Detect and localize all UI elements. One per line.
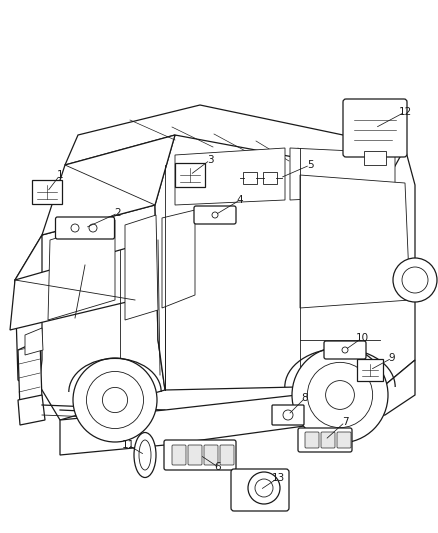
Text: 13: 13 — [272, 473, 285, 483]
Ellipse shape — [134, 432, 156, 478]
FancyBboxPatch shape — [56, 217, 114, 239]
FancyBboxPatch shape — [272, 405, 304, 425]
Polygon shape — [65, 105, 405, 175]
Polygon shape — [175, 148, 285, 205]
FancyBboxPatch shape — [298, 428, 352, 452]
Text: 8: 8 — [302, 393, 308, 403]
Polygon shape — [18, 340, 42, 410]
FancyBboxPatch shape — [357, 359, 383, 381]
FancyBboxPatch shape — [263, 172, 277, 184]
FancyBboxPatch shape — [231, 469, 289, 511]
FancyBboxPatch shape — [321, 432, 335, 448]
FancyBboxPatch shape — [188, 445, 202, 465]
Text: 11: 11 — [121, 440, 134, 450]
Text: 12: 12 — [399, 107, 412, 117]
Text: 2: 2 — [115, 208, 121, 218]
Polygon shape — [18, 395, 45, 425]
FancyBboxPatch shape — [337, 432, 351, 448]
Text: 1: 1 — [57, 170, 64, 180]
Polygon shape — [48, 220, 115, 320]
Circle shape — [292, 347, 388, 443]
Text: 6: 6 — [215, 462, 221, 472]
Polygon shape — [25, 328, 43, 355]
FancyBboxPatch shape — [305, 432, 319, 448]
FancyBboxPatch shape — [32, 180, 62, 204]
Polygon shape — [42, 135, 175, 235]
Circle shape — [73, 358, 157, 442]
Text: 9: 9 — [389, 353, 396, 363]
FancyBboxPatch shape — [172, 445, 186, 465]
Circle shape — [248, 472, 280, 504]
Circle shape — [393, 258, 437, 302]
Text: 5: 5 — [307, 160, 313, 170]
Polygon shape — [125, 215, 158, 320]
Text: 4: 4 — [237, 195, 244, 205]
Polygon shape — [15, 205, 165, 420]
Polygon shape — [15, 235, 42, 395]
Polygon shape — [10, 240, 155, 330]
FancyBboxPatch shape — [164, 440, 236, 470]
FancyBboxPatch shape — [243, 172, 257, 184]
Polygon shape — [60, 360, 415, 455]
FancyBboxPatch shape — [175, 163, 205, 187]
Polygon shape — [155, 135, 415, 390]
FancyBboxPatch shape — [364, 151, 386, 165]
Polygon shape — [162, 210, 195, 308]
Polygon shape — [300, 175, 410, 308]
Text: 3: 3 — [207, 155, 213, 165]
Text: 7: 7 — [342, 417, 348, 427]
FancyBboxPatch shape — [324, 341, 366, 359]
FancyBboxPatch shape — [194, 206, 236, 224]
FancyBboxPatch shape — [220, 445, 234, 465]
Polygon shape — [290, 148, 395, 200]
FancyBboxPatch shape — [343, 99, 407, 157]
Text: 10: 10 — [356, 333, 368, 343]
FancyBboxPatch shape — [204, 445, 218, 465]
